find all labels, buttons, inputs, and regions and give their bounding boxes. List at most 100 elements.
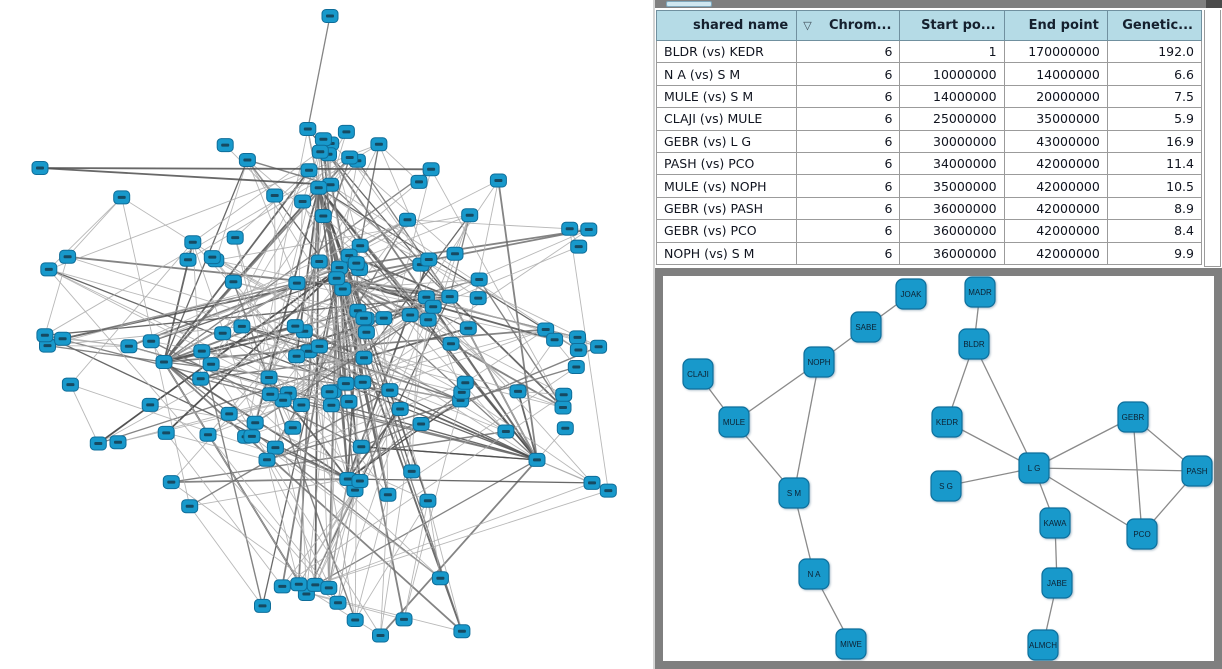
overview-node[interactable] xyxy=(453,624,471,639)
overview-node[interactable] xyxy=(403,464,421,479)
detail-node-s-m[interactable]: S M xyxy=(778,477,810,509)
overview-node[interactable] xyxy=(311,144,329,159)
overview-node[interactable] xyxy=(314,209,332,223)
overview-node[interactable] xyxy=(509,384,527,399)
table-row[interactable]: PASH (vs) PCO 6 34000000 42000000 11.4 xyxy=(655,151,1203,176)
overview-node[interactable] xyxy=(412,417,430,431)
overview-node[interactable] xyxy=(395,612,413,627)
overview-node[interactable] xyxy=(340,394,358,409)
overview-node[interactable] xyxy=(321,9,339,23)
overview-node[interactable] xyxy=(351,238,369,253)
overview-node[interactable] xyxy=(556,421,574,436)
overview-node[interactable] xyxy=(580,222,598,237)
overview-node[interactable] xyxy=(254,598,271,613)
overview-node[interactable] xyxy=(381,383,399,398)
overview-node[interactable] xyxy=(294,194,312,209)
overview-node[interactable] xyxy=(329,595,347,610)
overview-node[interactable] xyxy=(497,424,515,439)
overview-node[interactable] xyxy=(320,580,338,595)
overview-node[interactable] xyxy=(89,436,107,451)
overview-node[interactable] xyxy=(470,272,488,287)
overview-node[interactable] xyxy=(459,321,477,336)
overview-node[interactable] xyxy=(109,435,127,450)
overview-node[interactable] xyxy=(461,208,479,223)
overview-node[interactable] xyxy=(258,452,276,467)
detail-edge[interactable] xyxy=(1033,467,1143,535)
overview-node[interactable] xyxy=(59,249,77,264)
overview-node[interactable] xyxy=(284,420,302,435)
overview-node[interactable] xyxy=(300,163,318,178)
overview-node[interactable] xyxy=(391,402,409,416)
overview-node[interactable] xyxy=(347,256,365,271)
column-header-end-point[interactable]: End point xyxy=(1003,10,1108,41)
overview-node[interactable] xyxy=(355,311,373,326)
overview-node[interactable] xyxy=(261,387,279,402)
table-row[interactable]: MULE (vs) NOPH 6 35000000 42000000 10.5 xyxy=(655,174,1203,198)
overview-node[interactable] xyxy=(422,162,440,177)
detail-node-madr[interactable]: MADR xyxy=(964,276,996,308)
overview-node[interactable] xyxy=(40,262,58,277)
overview-node[interactable] xyxy=(314,132,332,147)
overview-node[interactable] xyxy=(266,440,284,455)
detail-edge[interactable] xyxy=(1033,416,1134,469)
overview-node[interactable] xyxy=(599,483,617,498)
overview-node[interactable] xyxy=(233,319,251,334)
overview-node[interactable] xyxy=(555,387,573,402)
overview-node[interactable] xyxy=(341,150,359,165)
overview-node[interactable] xyxy=(554,400,572,415)
overview-node[interactable] xyxy=(583,475,601,490)
column-header-start-po[interactable]: Start po... xyxy=(899,10,1005,41)
detail-node-almch[interactable]: ALMCH xyxy=(1027,629,1059,661)
overview-node[interactable] xyxy=(292,398,310,412)
overview-node[interactable] xyxy=(546,332,564,347)
filter-funnel-icon[interactable]: ▽ xyxy=(803,19,812,32)
overview-node[interactable] xyxy=(311,339,328,354)
overview-node[interactable] xyxy=(299,122,317,136)
overview-node[interactable] xyxy=(346,613,364,627)
overview-network-panel[interactable] xyxy=(0,0,653,669)
detail-node-l-g[interactable]: L G xyxy=(1018,452,1050,484)
table-row[interactable]: GEBR (vs) L G 6 30000000 43000000 16.9 xyxy=(655,129,1203,153)
overview-node[interactable] xyxy=(352,439,370,454)
detail-network-viewport[interactable]: JOAK MADR SABE NOPH BLDR CLAJI MULE KEDR GEBR L G… xyxy=(663,276,1214,661)
overview-node[interactable] xyxy=(401,308,419,322)
detail-node-pco[interactable]: PCO xyxy=(1126,518,1158,550)
overview-node[interactable] xyxy=(157,425,175,440)
table-row[interactable]: BLDR (vs) KEDR 6 1 170000000 192.0 xyxy=(655,39,1203,64)
overview-node[interactable] xyxy=(337,376,355,391)
detail-edge[interactable] xyxy=(793,361,820,494)
overview-node[interactable] xyxy=(266,188,284,203)
overview-node[interactable] xyxy=(528,452,546,467)
overview-node[interactable] xyxy=(260,370,278,385)
overview-node[interactable] xyxy=(238,153,256,167)
overview-node[interactable] xyxy=(567,360,585,374)
detail-node-noph[interactable]: NOPH xyxy=(803,346,835,378)
overview-node[interactable] xyxy=(142,334,160,349)
overview-node[interactable] xyxy=(375,311,393,326)
overview-node[interactable] xyxy=(372,628,389,643)
table-row[interactable]: NOPH (vs) S M 6 36000000 42000000 9.9 xyxy=(655,241,1203,265)
overview-node[interactable] xyxy=(489,173,507,188)
overview-node[interactable] xyxy=(561,221,579,236)
overview-node[interactable] xyxy=(243,429,261,444)
overview-node[interactable] xyxy=(334,282,352,296)
overview-node[interactable] xyxy=(246,415,264,430)
detail-network-canvas[interactable]: JOAK MADR SABE NOPH BLDR CLAJI MULE KEDR GEBR L G… xyxy=(663,276,1214,661)
overview-node[interactable] xyxy=(431,571,449,586)
overview-node[interactable] xyxy=(179,252,197,267)
overview-node[interactable] xyxy=(410,174,428,189)
column-header-shared-name[interactable]: shared name xyxy=(655,10,798,41)
overview-node[interactable] xyxy=(590,339,608,354)
column-header-chrom[interactable]: ▽ Chrom... xyxy=(796,10,901,41)
overview-node[interactable] xyxy=(202,357,220,372)
overview-node[interactable] xyxy=(286,319,304,334)
overview-node[interactable] xyxy=(288,276,306,291)
overview-node[interactable] xyxy=(192,371,210,386)
detail-node-s-g[interactable]: S G xyxy=(930,470,962,502)
table-top-scrollbar[interactable] xyxy=(655,0,1222,8)
overview-node[interactable] xyxy=(181,499,199,514)
overview-node[interactable] xyxy=(569,343,587,357)
overview-node[interactable] xyxy=(321,384,339,399)
table-row[interactable]: MULE (vs) S M 6 14000000 20000000 7.5 xyxy=(655,84,1203,109)
overview-node[interactable] xyxy=(31,161,49,175)
